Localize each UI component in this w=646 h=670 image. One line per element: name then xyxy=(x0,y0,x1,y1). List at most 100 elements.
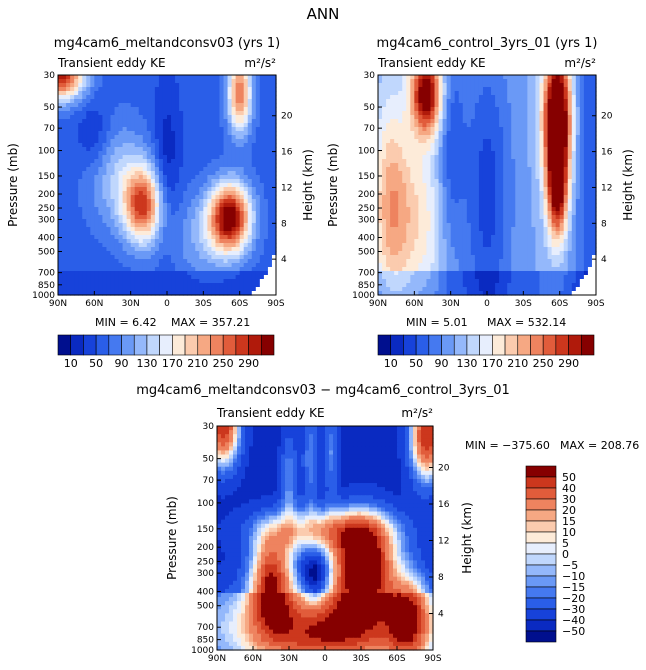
heatmap-cell xyxy=(511,191,516,196)
heatmap-cell xyxy=(102,219,108,224)
heatmap-cell xyxy=(150,259,156,264)
heatmap-cell xyxy=(466,95,472,100)
heatmap-cell xyxy=(386,163,391,168)
heatmap-cell xyxy=(231,271,237,276)
heatmap-cell xyxy=(466,147,472,152)
heatmap-cell xyxy=(515,103,520,108)
heatmap-cell xyxy=(555,207,561,212)
heatmap-cell xyxy=(126,83,132,88)
heatmap-cell xyxy=(94,203,99,208)
heatmap-cell xyxy=(191,163,196,168)
heatmap-cell xyxy=(450,139,456,144)
heatmap-cell xyxy=(110,259,116,264)
heatmap-cell xyxy=(126,203,132,208)
heatmap-cell xyxy=(390,115,395,120)
heatmap-cell xyxy=(243,147,249,152)
heatmap-cell xyxy=(82,171,87,176)
heatmap-cell xyxy=(171,111,176,116)
heatmap-cell xyxy=(187,207,192,212)
heatmap-cell xyxy=(515,91,520,96)
heatmap-cell xyxy=(259,183,265,188)
heatmap-cell xyxy=(519,171,524,176)
heatmap-cell xyxy=(187,159,192,164)
heatmap-cell xyxy=(90,103,95,108)
heatmap-cell xyxy=(495,155,500,160)
heatmap-cell xyxy=(535,199,541,204)
heatmap-cell xyxy=(491,83,496,88)
heatmap-cell xyxy=(251,127,257,132)
heatmap-cell xyxy=(551,159,557,164)
heatmap-cell xyxy=(563,127,569,132)
heatmap-cell xyxy=(223,199,229,204)
heatmap-cell xyxy=(146,143,152,148)
heatmap-cell xyxy=(110,255,116,260)
heatmap-cell xyxy=(134,231,140,236)
heatmap-cell xyxy=(138,179,144,184)
heatmap-cell xyxy=(579,95,585,100)
heatmap-cell xyxy=(98,291,104,296)
heatmap-cell xyxy=(211,239,217,244)
heatmap-cell xyxy=(382,147,387,152)
heatmap-cell xyxy=(58,239,63,244)
heatmap-cell xyxy=(66,151,71,156)
heatmap-cell xyxy=(207,99,213,104)
heatmap-cell xyxy=(231,255,237,260)
heatmap-cell xyxy=(122,291,128,296)
heatmap-cell xyxy=(450,183,456,188)
heatmap-cell xyxy=(271,263,277,268)
heatmap-cell xyxy=(150,147,156,152)
heatmap-cell xyxy=(183,163,188,168)
heatmap-cell xyxy=(219,239,225,244)
heatmap-cell xyxy=(162,239,168,244)
heatmap-cell xyxy=(503,199,508,204)
heatmap-cell xyxy=(175,267,180,272)
heatmap-cell xyxy=(559,187,565,192)
heatmap-cell xyxy=(223,135,229,140)
heatmap-cell xyxy=(543,111,549,116)
heatmap-cell xyxy=(179,275,184,280)
heatmap-cell xyxy=(523,179,528,184)
heatmap-cell xyxy=(98,131,104,136)
heatmap-cell xyxy=(458,111,464,116)
heatmap-cell xyxy=(398,211,403,216)
heatmap-cell xyxy=(191,271,196,276)
heatmap-cell xyxy=(495,183,500,188)
heatmap-cell xyxy=(195,291,200,296)
heatmap-cell xyxy=(130,159,136,164)
heatmap-cell xyxy=(183,199,188,204)
heatmap-cell xyxy=(559,95,565,100)
heatmap-cell xyxy=(94,159,99,164)
heatmap-cell xyxy=(235,143,241,148)
heatmap-cell xyxy=(231,131,237,136)
heatmap-cell xyxy=(179,259,184,264)
heatmap-cell xyxy=(267,111,273,116)
heatmap-cell xyxy=(390,207,395,212)
heatmap-cell xyxy=(507,103,512,108)
heatmap-cell xyxy=(251,191,257,196)
heatmap-cell xyxy=(219,203,225,208)
heatmap-cell xyxy=(507,147,512,152)
heatmap-cell xyxy=(110,131,116,136)
heatmap-cell xyxy=(255,247,261,252)
heatmap-cell xyxy=(487,175,492,180)
panel-1-title: mg4cam6_meltandconsv03 (yrs 1) xyxy=(54,36,280,51)
heatmap-cell xyxy=(138,87,144,92)
heatmap-cell xyxy=(219,79,225,84)
heatmap-cell xyxy=(70,259,75,264)
heatmap-cell xyxy=(438,139,444,144)
heatmap-cell xyxy=(175,271,180,276)
heatmap-cell xyxy=(495,191,500,196)
heatmap-cell xyxy=(491,79,496,84)
heatmap-cell xyxy=(102,139,108,144)
heatmap-cell xyxy=(523,127,528,132)
heatmap-cell xyxy=(78,103,83,108)
heatmap-cell xyxy=(227,239,233,244)
heatmap-cell xyxy=(78,283,83,288)
heatmap-cell xyxy=(418,147,424,152)
heatmap-cell xyxy=(466,111,472,116)
heatmap-cell xyxy=(446,167,452,172)
heatmap-cell xyxy=(535,111,541,116)
heatmap-cell xyxy=(418,103,424,108)
heatmap-cell xyxy=(591,163,597,168)
heatmap-cell xyxy=(583,167,589,172)
